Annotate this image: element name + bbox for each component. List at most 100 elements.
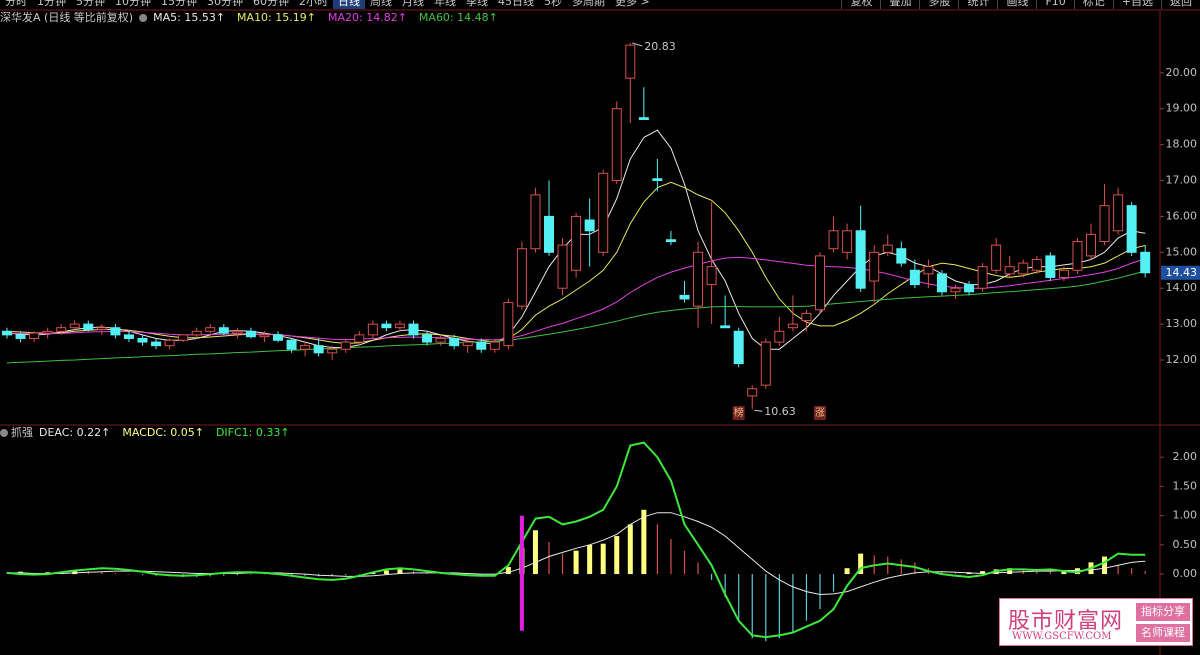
candle-body (747, 388, 758, 397)
toolbar-button[interactable]: 5分钟 (76, 0, 105, 8)
toolbar-button[interactable]: 返回 (1161, 0, 1200, 9)
candle-body (462, 341, 473, 347)
y-tick-label: 13.00 (1166, 317, 1198, 330)
bar (1131, 568, 1133, 575)
bar (792, 574, 794, 633)
toolbar-button[interactable]: 1分钟 (37, 0, 66, 8)
candle-body (1126, 205, 1137, 253)
candle-body (42, 330, 53, 334)
marker-box (814, 406, 826, 420)
candle-body (815, 255, 825, 311)
toolbar-button[interactable]: 周线 (370, 0, 392, 8)
candle-body (760, 341, 771, 386)
legend-entry: MA5: 15.53↑ (153, 11, 225, 24)
bar (1007, 568, 1013, 575)
watermark-tag: 名师课程 (1136, 624, 1190, 642)
bar (263, 574, 266, 575)
toolbar-button[interactable]: 叠加 (880, 0, 919, 9)
toolbar-button[interactable]: 15分钟 (161, 0, 197, 8)
toolbar-button[interactable]: 复权 (841, 0, 880, 9)
candle-body (1072, 241, 1083, 271)
candle-body (991, 244, 1002, 271)
bar (114, 572, 116, 575)
candle-body (923, 266, 934, 275)
y-tick-label: 19.00 (1166, 102, 1198, 115)
toolbar-button[interactable]: +自选 (1112, 0, 1161, 9)
y-tick-label: 14.00 (1166, 281, 1198, 294)
candle-body (123, 334, 134, 339)
toolbar-button[interactable]: 分时 (5, 0, 27, 8)
bar (738, 574, 740, 621)
candle-body (354, 334, 365, 343)
price-tag-label: 14.43 (1166, 266, 1198, 279)
series-line (7, 512, 1146, 596)
marker: 涨 (815, 407, 825, 419)
toolbar-button[interactable]: 画线 (997, 0, 1036, 9)
bar (1074, 568, 1080, 575)
candle-body (855, 230, 866, 289)
candle-body (936, 273, 947, 293)
toolbar-button[interactable]: 年线 (434, 0, 456, 8)
candle-body (137, 337, 148, 343)
toolbar-button[interactable]: 季线 (466, 0, 488, 8)
toolbar-button[interactable]: 60分钟 (253, 0, 289, 8)
bar (858, 553, 864, 575)
toolbar-button[interactable]: 更多 > (615, 0, 650, 8)
candle-body (1004, 266, 1015, 275)
candle-body (611, 108, 622, 182)
toolbar-button[interactable]: 10分钟 (115, 0, 151, 8)
toolbar-button[interactable]: 30分钟 (207, 0, 243, 8)
candle-body (449, 337, 460, 347)
bar (573, 550, 579, 575)
candle-body (571, 215, 582, 271)
bar (670, 539, 672, 575)
bar (128, 574, 130, 575)
watermark-name: 股市财富网 (1008, 609, 1124, 634)
candle-body (557, 244, 568, 289)
toolbar-button[interactable]: 2小时 (299, 0, 328, 8)
toolbar-button[interactable]: F10 (1036, 0, 1073, 9)
toolbar-button[interactable]: 多股 (919, 0, 958, 9)
candle-body (15, 334, 26, 339)
bar (805, 574, 808, 621)
bar (1061, 570, 1067, 575)
candle-body (652, 178, 663, 182)
toolbar-button[interactable]: 45日线 (498, 0, 534, 8)
legend-icon (139, 14, 148, 22)
toolbar-button[interactable]: 月线 (402, 0, 424, 8)
candle-body (286, 339, 297, 350)
bar (397, 569, 403, 575)
bar (832, 574, 835, 592)
chart-title: 抓强 (11, 425, 33, 439)
candle-body (422, 334, 433, 343)
tool-buttons: 复权 叠加 多股 统计 画线 F10 标记 +自选 返回 (841, 0, 1200, 9)
candle-body (381, 323, 392, 329)
toolbar-button[interactable]: 标记 (1073, 0, 1113, 9)
legend-entry: DEAC: 0.22↑ (39, 426, 110, 439)
candle-body (1018, 262, 1029, 275)
candle-body (83, 323, 94, 331)
candle-body (584, 219, 595, 232)
candle-body (1031, 258, 1042, 271)
bar (236, 574, 238, 576)
candle-body (489, 341, 500, 350)
toolbar-button[interactable]: 日线 (333, 0, 365, 9)
bar (1036, 570, 1038, 575)
y-tick-label: 1.50 (1173, 479, 1198, 492)
watermark-tag: 指标分享 (1136, 603, 1190, 621)
candle-body (435, 337, 446, 343)
bar (656, 524, 658, 575)
candle-body (1140, 251, 1151, 274)
bar (765, 574, 767, 642)
toolbar-button[interactable]: 多周期 (572, 0, 605, 8)
candle-body (476, 341, 487, 350)
bar (345, 574, 347, 576)
annotation-arrow (754, 409, 763, 412)
bar (1144, 571, 1146, 575)
period-tabs: 分时 1分钟 5分钟 10分钟 15分钟 30分钟 60分钟 2小时 日线 周线 月线 年线 季线 45日… (0, 0, 655, 9)
candle-body (367, 323, 378, 336)
candle-body (300, 345, 311, 350)
toolbar-button[interactable]: 5秒 (544, 0, 562, 8)
bar (1102, 556, 1108, 575)
toolbar-button[interactable]: 统计 (958, 0, 997, 9)
